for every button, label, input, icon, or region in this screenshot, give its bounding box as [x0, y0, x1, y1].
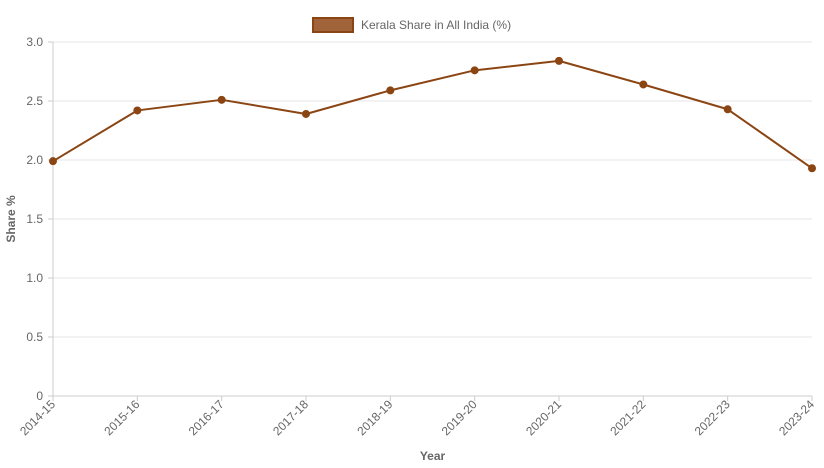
y-tick-label: 3.0: [26, 35, 43, 49]
y-tick-label: 2.5: [26, 94, 43, 108]
x-tick-label: 2017-18: [270, 397, 311, 438]
x-tick-label: 2020-21: [523, 397, 564, 438]
x-tick-label: 2014-15: [17, 397, 58, 438]
series-layer: [49, 56, 816, 173]
y-tick-label: 1.0: [26, 271, 43, 285]
series-line: [52, 59, 813, 170]
data-point[interactable]: [302, 109, 310, 118]
x-tick-label: 2021-22: [607, 397, 648, 438]
x-tick-label: 2019-20: [439, 397, 480, 438]
grid-lines: [48, 41, 812, 397]
axes: [52, 42, 812, 397]
data-point[interactable]: [639, 80, 648, 89]
data-point[interactable]: [133, 106, 142, 115]
x-tick-label: 2018-19: [354, 397, 395, 438]
x-tick-label: 2015-16: [101, 397, 142, 438]
data-point[interactable]: [808, 164, 816, 173]
legend-swatch[interactable]: [312, 17, 354, 33]
y-tick-label: 0.5: [26, 330, 43, 344]
y-tick-labels: 0 0.5 1.0 1.5 2.0 2.5 3.0: [26, 35, 43, 403]
y-tick-label: 0: [36, 389, 43, 403]
y-tick-label: 2.0: [26, 153, 43, 167]
data-point[interactable]: [470, 66, 479, 75]
data-point[interactable]: [217, 95, 226, 104]
x-axis-title: Year: [420, 449, 446, 463]
legend[interactable]: Kerala Share in All India (%): [312, 17, 511, 33]
data-point[interactable]: [49, 157, 57, 166]
x-tick-label: 2022-23: [692, 397, 733, 438]
legend-label[interactable]: Kerala Share in All India (%): [361, 18, 511, 32]
data-point[interactable]: [386, 86, 395, 95]
data-point[interactable]: [555, 56, 563, 65]
data-point[interactable]: [723, 105, 732, 114]
x-tick-label: 2023-24: [776, 397, 817, 438]
y-axis-title: Share %: [4, 195, 18, 243]
x-tick-label: 2016-17: [186, 397, 227, 438]
y-tick-label: 1.5: [26, 212, 43, 226]
x-tick-labels: 2014-15 2015-16 2016-17 2017-18 2018-19 2019-…: [17, 396, 817, 438]
